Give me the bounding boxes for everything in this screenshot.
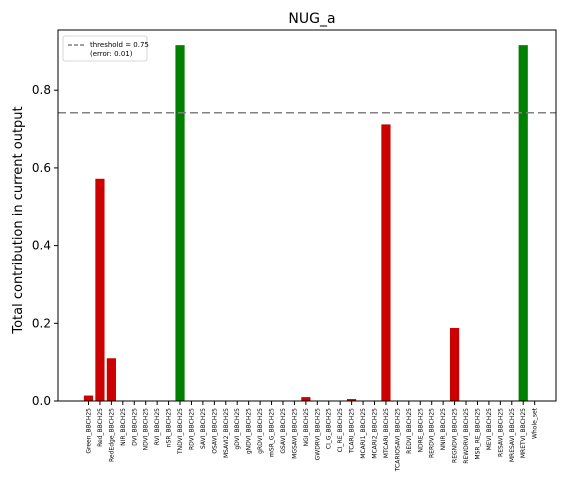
x-tick-label: gRDVI_BBCH25 — [257, 408, 264, 454]
bar-REGNDVI_BBCH25 — [449, 327, 460, 401]
x-tick-label: Red_BBCH25 — [97, 408, 104, 447]
x-tick-label: RedEdge_BBCH25 — [108, 408, 115, 462]
y-tick-label: 0.0 — [32, 394, 51, 408]
x-axis: Green_BBCH25 Red_BBCH25 RedEdge_BBCH25 NIR_… — [86, 401, 539, 472]
x-tick-label: CI_G_BBCH25 — [326, 408, 333, 449]
x-tick-label: MCARI1_BBCH25 — [360, 408, 367, 459]
plot-frame — [57, 29, 557, 402]
x-tick-label: mSR_G_BBCH25 — [269, 408, 276, 457]
x-tick-label: MGSAVI_BBCH25 — [291, 408, 298, 459]
bars-group — [83, 45, 528, 402]
y-tick-label: 0.6 — [32, 161, 51, 175]
x-tick-label: GWDRVI_BBCH25 — [314, 408, 321, 461]
x-tick-label: RERDVI_BBCH25 — [429, 408, 436, 458]
x-tick-label: DVI_BBCH25 — [131, 408, 138, 446]
x-tick-label: gDVI_BBCH25 — [234, 408, 241, 450]
bar-NGI_BBCH25 — [301, 397, 311, 401]
x-tick-label: REGNDVI_BBCH25 — [452, 408, 459, 463]
y-axis: 0.0 0.2 0.4 0.6 0.8 — [32, 83, 58, 408]
x-tick-label: NNIR_BBCH25 — [440, 408, 447, 451]
x-tick-label: MEVI_BBCH25 — [486, 408, 493, 450]
plot-area: 0.0 0.2 0.4 0.6 0.8 Green_BBCH25 Red_BBCH25 Re… — [32, 29, 557, 472]
x-tick-label: RESAVI_BBCH25 — [497, 408, 504, 457]
chart-title: NUG_a — [288, 11, 335, 27]
bar-MRETVI_BBCH25 — [518, 45, 528, 402]
x-tick-label: TCARIOSAVI_BBCH25 — [394, 408, 401, 472]
x-tick-label: OSAVI_BBCH25 — [211, 408, 218, 454]
legend-threshold-error: (error: 0.01) — [90, 50, 133, 58]
y-tick-label: 0.8 — [32, 83, 51, 97]
bar-Red_BBCH25 — [95, 178, 105, 401]
legend-box — [62, 35, 148, 62]
legend: threshold = 0.75 (error: 0.01) — [62, 35, 149, 62]
x-tick-label: TCARI_BBCH25 — [349, 408, 356, 454]
x-tick-label: MSR_RE_BBCH25 — [474, 408, 481, 460]
x-tick-label: RVI_BBCH25 — [154, 408, 161, 445]
x-tick-label: SAVI_BBCH25 — [200, 408, 207, 449]
x-tick-label: NGI_BBCH25 — [303, 408, 310, 447]
x-tick-label: gNDVI_BBCH25 — [246, 408, 253, 454]
x-tick-label: NDVI_BBCH25 — [143, 408, 150, 451]
legend-threshold-label: threshold = 0.75 — [90, 41, 149, 49]
x-tick-label: RDVI_BBCH25 — [188, 408, 195, 450]
x-tick-label: NIR_BBCH25 — [120, 408, 127, 446]
x-tick-label: REDVI_BBCH25 — [406, 408, 413, 454]
bar-Green_BBCH25 — [83, 395, 94, 401]
bar-MTCARI_BBCH25 — [381, 124, 391, 402]
y-axis-label: Total contribution in current output — [11, 106, 26, 334]
x-tick-label: Whole_set — [532, 407, 539, 439]
bar-TNDVI_BBCH25 — [175, 45, 185, 402]
x-tick-label: Green_BBCH25 — [86, 408, 93, 454]
x-tick-label: REWDRVI_BBCH25 — [463, 408, 470, 464]
x-tick-label: MRETVI_BBCH25 — [520, 408, 527, 458]
x-tick-label: MSAVI2_BBCH25 — [223, 408, 230, 458]
x-tick-label: CI_RE_BBCH25 — [337, 408, 344, 453]
x-tick-label: MTCARI_BBCH25 — [383, 408, 390, 458]
x-tick-label: TNDVI_BBCH25 — [177, 408, 184, 455]
bar-TCARI_BBCH25 — [347, 399, 357, 401]
x-tick-label: MRESAVI_BBCH25 — [509, 408, 516, 462]
y-tick-label: 0.4 — [32, 239, 51, 253]
x-tick-label: nSR_BBCH25 — [166, 408, 173, 447]
y-tick-label: 0.2 — [32, 316, 51, 330]
x-tick-label: GSAVI_BBCH25 — [280, 408, 287, 454]
bar-RedEdge_BBCH25 — [106, 358, 116, 401]
x-tick-label: MCARI2_BBCH25 — [372, 408, 379, 459]
x-tick-label: NDRE_BBCH25 — [417, 408, 424, 453]
